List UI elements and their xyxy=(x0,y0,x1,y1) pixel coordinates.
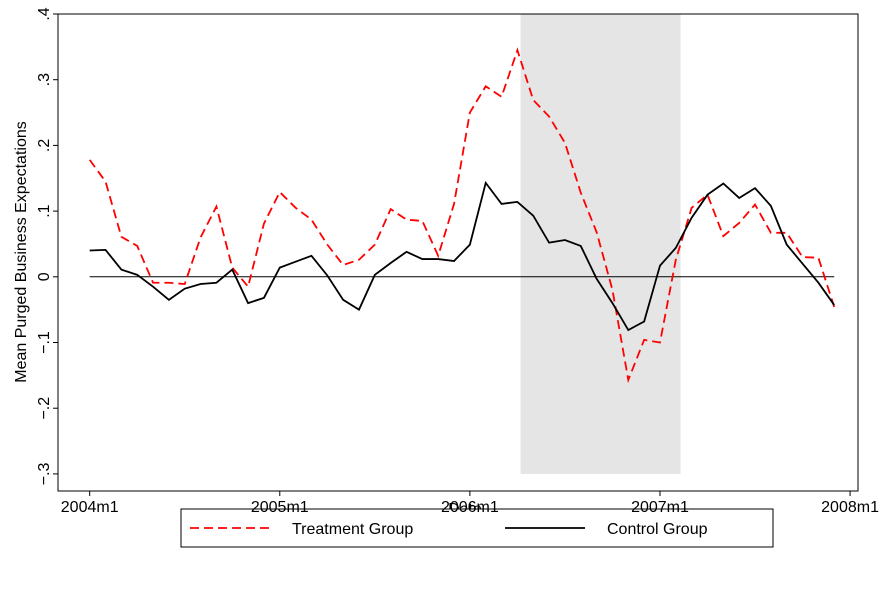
y-axis-title: Mean Purged Business Expectations xyxy=(13,121,30,382)
legend-label: Control Group xyxy=(607,521,708,538)
y-tick-label: .3 xyxy=(36,73,53,86)
legend-label: Treatment Group xyxy=(292,521,413,538)
x-tick-label: 2008m1 xyxy=(821,499,879,516)
x-tick-label: 2007m1 xyxy=(631,499,689,516)
x-tick-label: 2006m1 xyxy=(441,499,499,516)
y-tick-label: −.3 xyxy=(36,462,53,485)
data-line xyxy=(89,180,835,332)
x-tick-label: 2004m1 xyxy=(61,499,119,516)
y-tick-label: .4 xyxy=(36,7,53,20)
data-line xyxy=(88,47,836,384)
y-tick-label: −.2 xyxy=(36,397,53,420)
x-tick-label: 2005m1 xyxy=(251,499,309,516)
y-tick-label: −.1 xyxy=(36,331,53,354)
y-tick-label: 0 xyxy=(36,272,53,281)
y-tick-label: .2 xyxy=(36,139,53,152)
y-tick-label: .1 xyxy=(36,204,53,217)
legend-box xyxy=(180,508,774,548)
plot-frame xyxy=(57,13,859,492)
